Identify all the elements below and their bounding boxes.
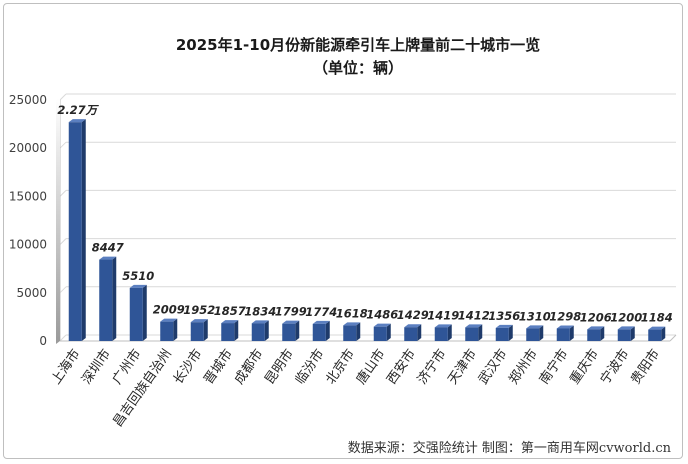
y-tick-label: 10000 xyxy=(9,238,47,252)
data-label: 1486 xyxy=(366,308,398,322)
category-label: 晋城市 xyxy=(201,346,236,387)
data-label: 5510 xyxy=(122,269,154,283)
bar xyxy=(373,323,391,341)
category-label: 昆明市 xyxy=(262,346,297,387)
bar xyxy=(556,325,574,341)
data-label: 1206 xyxy=(580,310,612,324)
data-label: 1298 xyxy=(549,309,581,323)
bar xyxy=(343,322,361,341)
category-label: 郑州市 xyxy=(506,346,541,387)
bar xyxy=(526,325,544,341)
chart-frame xyxy=(3,3,683,459)
category-label: 宁波市 xyxy=(597,346,632,387)
chart-subtitle: （单位：辆） xyxy=(313,59,403,77)
category-label: 昌吉回族自治州 xyxy=(110,346,175,430)
category-label: 天津市 xyxy=(445,346,480,387)
bar xyxy=(495,324,513,341)
data-label: 2.27万 xyxy=(57,103,99,117)
category-label: 唐山市 xyxy=(353,346,388,387)
gridline-side xyxy=(59,190,67,197)
data-label: 1834 xyxy=(244,304,276,318)
category-label: 南宁市 xyxy=(536,346,571,387)
category-label: 北京市 xyxy=(323,346,358,387)
bar xyxy=(617,326,635,341)
y-tick-label: 0 xyxy=(39,334,47,348)
data-label: 1356 xyxy=(488,309,520,323)
bar xyxy=(99,256,117,341)
category-label: 济宁市 xyxy=(414,346,449,387)
category-label: 贵阳市 xyxy=(628,346,663,387)
bar xyxy=(221,320,239,341)
y-tick-label: 5000 xyxy=(16,286,47,300)
bars xyxy=(68,119,666,341)
bar xyxy=(190,319,208,341)
data-label: 1419 xyxy=(427,308,459,322)
data-label: 1952 xyxy=(183,303,215,317)
category-label: 西安市 xyxy=(384,346,419,387)
category-label: 武汉市 xyxy=(475,346,510,387)
data-label: 1799 xyxy=(275,305,307,319)
data-label: 1310 xyxy=(519,309,551,323)
data-label: 1774 xyxy=(305,305,337,319)
data-label: 1618 xyxy=(336,306,368,320)
bar xyxy=(587,326,605,341)
category-label: 成都市 xyxy=(231,346,266,387)
category-label: 上海市 xyxy=(48,346,83,387)
bar xyxy=(68,119,86,341)
bar xyxy=(160,318,178,341)
data-label: 2009 xyxy=(153,303,185,317)
x-category-labels: 上海市深圳市广州市昌吉回族自治州长沙市晋城市成都市昆明市临汾市北京市唐山市西安市… xyxy=(48,346,663,430)
category-label: 临汾市 xyxy=(292,346,327,387)
gridline-side xyxy=(59,238,67,245)
y-tick-label: 20000 xyxy=(9,141,47,155)
chart-title: 2025年1-10月份新能源牵引车上牌量前二十城市一览 xyxy=(176,36,540,54)
gridline-side xyxy=(59,286,67,294)
bar xyxy=(434,324,452,341)
bar xyxy=(251,320,269,341)
bar xyxy=(648,326,666,341)
bar xyxy=(129,284,147,341)
gridline-side xyxy=(59,93,67,101)
data-label: 1200 xyxy=(610,310,642,324)
data-label: 1857 xyxy=(214,304,246,318)
data-label: 1429 xyxy=(397,308,429,322)
y-tick-labels: 0 5000 10000 15000 20000 25000 xyxy=(9,93,47,348)
data-label: 1412 xyxy=(458,308,490,322)
category-label: 长沙市 xyxy=(170,346,205,387)
data-label: 1184 xyxy=(641,311,673,325)
bar xyxy=(312,320,330,341)
bar xyxy=(282,320,300,341)
category-label: 重庆市 xyxy=(567,346,602,387)
side-wall xyxy=(56,98,60,344)
data-label: 8447 xyxy=(92,241,124,255)
data-labels: 2.27万 8447 5510 200919521857183417991774161… xyxy=(57,103,672,324)
gridline-side xyxy=(59,141,67,149)
category-label: 深圳市 xyxy=(79,346,114,387)
data-source: 数据来源：交强险统计 制图：第一商用车网cvworld.cn xyxy=(348,440,672,456)
bar xyxy=(465,324,483,341)
y-tick-label: 25000 xyxy=(9,93,47,107)
bar xyxy=(404,324,422,341)
y-tick-label: 15000 xyxy=(9,189,47,203)
gridline-side xyxy=(59,334,67,342)
floor-edge xyxy=(669,334,677,342)
